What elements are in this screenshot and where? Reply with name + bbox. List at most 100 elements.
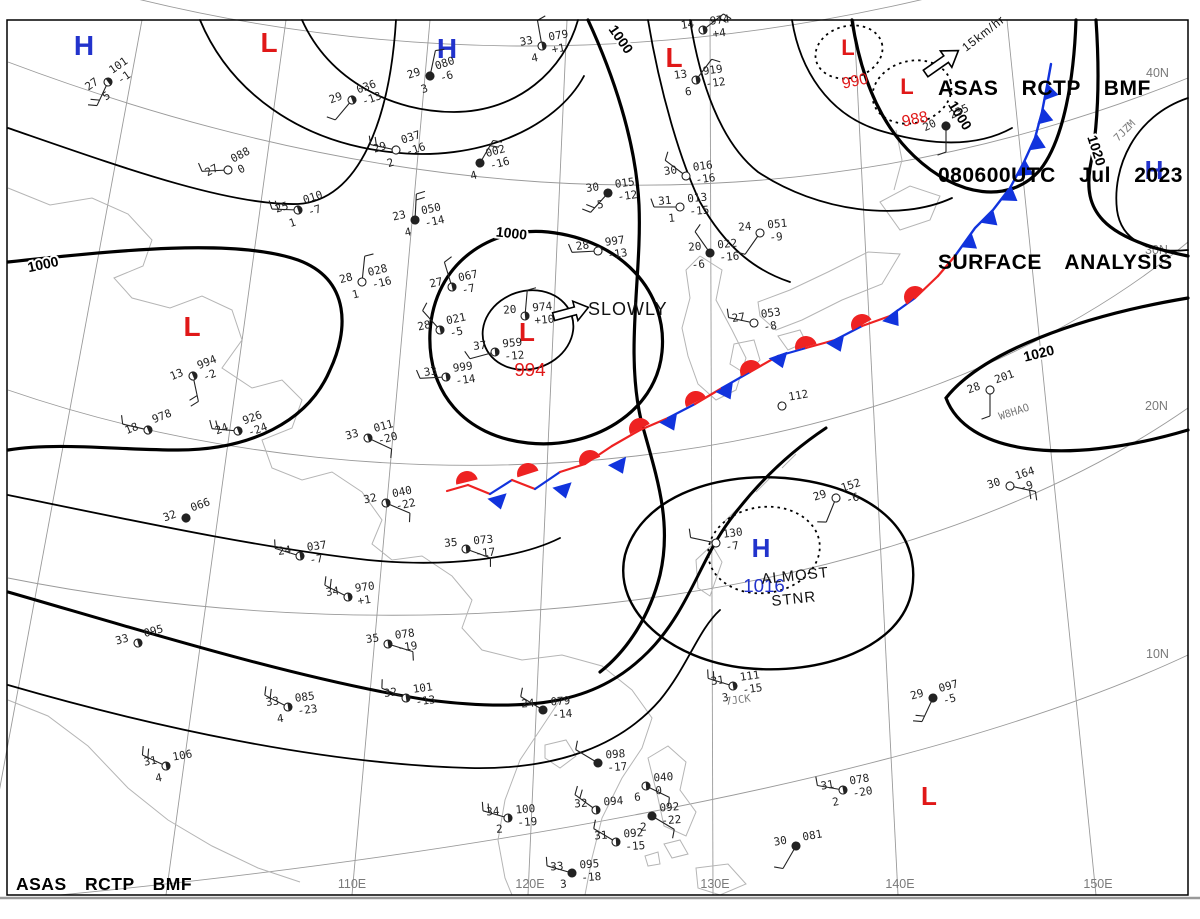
low-symbol: L [665, 42, 682, 73]
station-tendency: -9 [1018, 478, 1035, 494]
station-plot: 31 106 4 [141, 745, 193, 785]
station-plot: 33 999-14 [415, 359, 477, 388]
station-pressure: 997 [604, 233, 625, 249]
station-tendency: 0 [655, 784, 663, 797]
cloud-cover-half [494, 348, 499, 356]
title-product: ASAS RCTP BMF [16, 874, 193, 894]
station-tendency: -19 [397, 639, 418, 655]
frame-border [6, 19, 1189, 896]
cloud-cover-symbol [357, 277, 367, 287]
station-pressure: 028 [366, 262, 388, 279]
station-plot: 14 974+4 [680, 12, 732, 41]
station-temp: 27 [731, 310, 746, 325]
warm-scallop-symbol [795, 336, 817, 351]
station-plot: 33 011-20 [344, 417, 399, 459]
station-tendency: -8 [763, 319, 778, 334]
longitude-label: 120E [515, 877, 544, 891]
cloud-cover-half [287, 703, 292, 711]
station-plot: 20 974+10 [503, 287, 555, 327]
wind-feather [912, 720, 923, 723]
station-plot: 33 095-18 3 [545, 856, 602, 891]
cloud-cover-symbol [705, 248, 715, 258]
wind-feather [582, 208, 591, 213]
station-temp: 24 [213, 420, 230, 437]
cold-triangle-symbol [882, 308, 899, 327]
wind-feather [915, 714, 925, 717]
pressure-center-H: H [437, 33, 457, 64]
station-tendency: -9 [769, 230, 783, 244]
station-pressure: 079 [547, 27, 569, 43]
movement-arrow-icon [922, 49, 960, 78]
cloud-cover-half [405, 694, 410, 702]
cloud-cover-half [451, 283, 456, 291]
station-pressure: 022 [717, 237, 738, 252]
station-tendency: -16 [695, 171, 716, 187]
station-pressure: 080 [433, 54, 456, 73]
cloud-cover-half [732, 682, 737, 690]
wind-feather [981, 415, 991, 420]
cold-triangle-symbol [552, 482, 572, 499]
cloud-cover-half [507, 814, 512, 822]
cloud-cover-half [387, 640, 392, 648]
station-plot: 28 028-16 1 [338, 253, 393, 302]
title-product: ASAS RCTP BMF [938, 77, 1151, 100]
station-plot: 002-16 4 [469, 139, 511, 183]
station-pressure: 050 [420, 201, 442, 218]
coastline [757, 251, 901, 331]
wind-feather [326, 116, 336, 121]
station-tendency: -12 [504, 348, 525, 363]
wind-feather [487, 803, 490, 813]
wind-feather [368, 135, 372, 145]
station-plot: 32 040-22 [362, 484, 417, 523]
longitude-label: 130E [700, 877, 729, 891]
front-line-segment [488, 478, 514, 496]
cloud-cover-symbol [475, 158, 485, 168]
station-temp: 37 [473, 339, 487, 353]
coastline [695, 863, 747, 896]
station-pressure: 970 [354, 579, 375, 595]
station-temp: 31 [594, 829, 608, 843]
station-pressure: 926 [241, 408, 264, 427]
station-extra: 4 [276, 712, 285, 726]
isobar [689, 19, 953, 212]
wind-feather [1034, 491, 1038, 501]
station-tendency: -16 [370, 274, 392, 291]
station-temp: 31 [658, 194, 672, 208]
station-plot: 33 095 [114, 622, 165, 648]
station-pressure: 919 [702, 62, 723, 78]
station-extra: 3 [721, 691, 729, 705]
cold-triangle-symbol [825, 334, 845, 352]
station-pressure: 067 [457, 268, 479, 285]
wind-feather [774, 866, 784, 870]
station-tendency: -5 [941, 691, 957, 707]
fronts [445, 62, 1059, 510]
cloud-cover-half [347, 593, 352, 601]
movement-arrows [551, 49, 960, 323]
station-pressure: 078 [848, 771, 870, 787]
wind-feather [390, 448, 393, 459]
wind-feather [412, 651, 414, 661]
coastline [7, 187, 653, 896]
pressure-center-L: L [665, 42, 682, 73]
station-extra: 4 [469, 168, 479, 182]
cloud-cover-symbol [1005, 481, 1015, 491]
station-tendency: -6 [844, 490, 861, 506]
station-tendency: -15 [689, 203, 710, 218]
station-tendency: -15 [625, 839, 646, 853]
station-pressure: 011 [372, 417, 395, 435]
station-pressure: 066 [189, 495, 212, 514]
cold-triangle-symbol [1029, 133, 1046, 151]
cloud-cover-half [191, 372, 197, 380]
station-extra: 2 [831, 795, 840, 809]
station-plot: 29 097-5 [909, 677, 960, 723]
station-tendency: -14 [424, 213, 447, 230]
isobar [622, 476, 915, 671]
station-tendency: +4 [712, 26, 727, 41]
station-pressure: 097 [937, 677, 960, 695]
station-plot: 31 013-15 1 [650, 191, 710, 225]
station-temp: 20 [688, 240, 702, 254]
cloud-cover-half [385, 499, 390, 507]
front-line-segment [638, 416, 670, 432]
station-temp: 20 [503, 303, 517, 317]
